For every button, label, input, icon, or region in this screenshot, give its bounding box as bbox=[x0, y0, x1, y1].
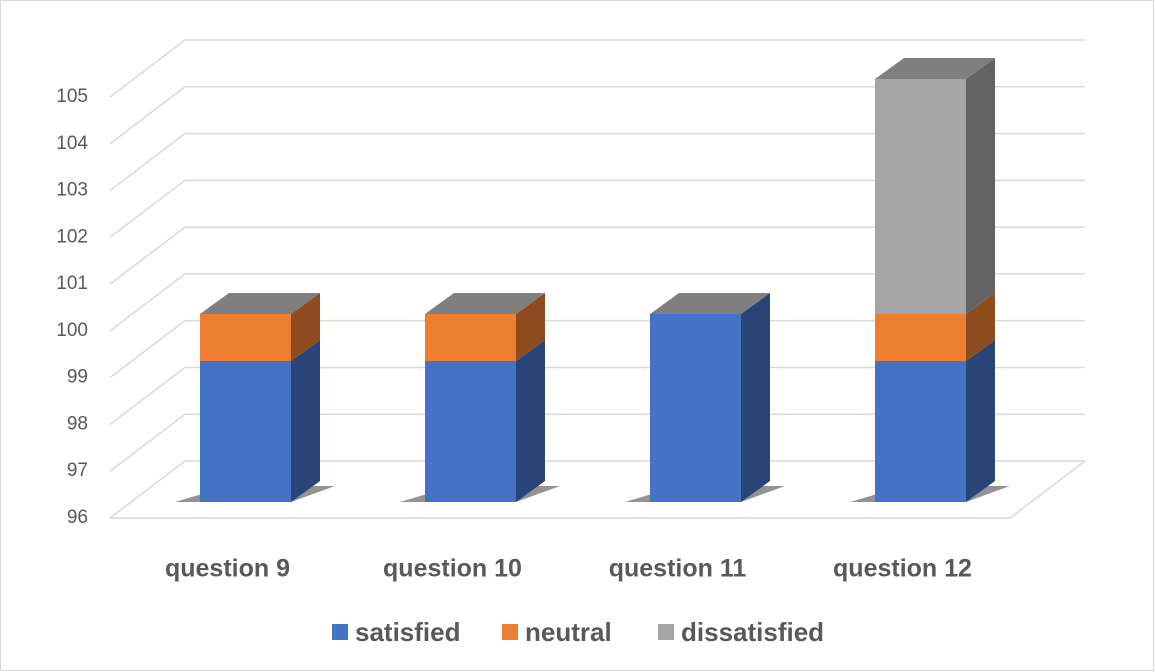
bar-front bbox=[875, 79, 966, 314]
y-tick-label: 103 bbox=[56, 180, 88, 201]
grid-line bbox=[109, 132, 1085, 192]
x-tick-label: question 10 bbox=[383, 555, 522, 583]
bar-side bbox=[966, 293, 995, 361]
grid-line bbox=[109, 86, 1085, 145]
y-tick-label: 101 bbox=[56, 273, 88, 294]
bar-segment bbox=[875, 293, 995, 361]
bar-front bbox=[425, 361, 516, 502]
y-tick-label: 102 bbox=[56, 226, 88, 247]
legend-swatch bbox=[332, 624, 348, 640]
bar-segment bbox=[650, 293, 770, 502]
bar-segment bbox=[875, 58, 995, 314]
bar-segment bbox=[875, 340, 995, 502]
grid-line bbox=[109, 39, 1085, 98]
y-tick-label: 100 bbox=[56, 320, 88, 341]
bar-segment bbox=[425, 340, 545, 502]
floor-edge bbox=[110, 460, 1086, 519]
bar-side bbox=[966, 58, 995, 314]
bar-side bbox=[291, 293, 320, 361]
bar-top bbox=[650, 293, 770, 314]
bar-segment bbox=[425, 293, 545, 361]
bar-segment bbox=[200, 293, 320, 361]
y-tick-label: 99 bbox=[67, 367, 88, 388]
bar-side bbox=[291, 340, 320, 502]
legend-swatch bbox=[502, 624, 518, 640]
bar-side bbox=[741, 293, 770, 502]
bar-side bbox=[516, 340, 545, 502]
legend-label: dissatisfied bbox=[681, 617, 824, 647]
legend-label: neutral bbox=[525, 617, 612, 647]
grid-line bbox=[109, 273, 1085, 332]
grid-line bbox=[109, 366, 1085, 426]
legend-label: satisfied bbox=[355, 617, 461, 647]
grid-line bbox=[109, 460, 1085, 519]
bar-segment bbox=[200, 340, 320, 502]
grid-line bbox=[109, 319, 1085, 379]
x-tick-label: question 11 bbox=[609, 555, 747, 583]
grid-line bbox=[109, 179, 1085, 238]
bar-side bbox=[966, 340, 995, 502]
bar-front bbox=[650, 314, 741, 502]
y-tick-label: 105 bbox=[56, 86, 88, 107]
bar-top bbox=[200, 293, 320, 314]
y-tick-label: 96 bbox=[67, 507, 88, 528]
bar-front bbox=[875, 361, 966, 502]
bar-side bbox=[516, 293, 545, 361]
x-tick-label: question 9 bbox=[165, 555, 290, 583]
bar-front bbox=[200, 314, 291, 361]
bar-front bbox=[875, 314, 966, 361]
bar-front bbox=[200, 361, 291, 502]
legend-swatch bbox=[658, 624, 674, 640]
y-tick-label: 98 bbox=[67, 413, 88, 434]
x-tick-label: question 12 bbox=[833, 555, 972, 583]
bar-top bbox=[875, 58, 995, 79]
bar-top bbox=[425, 293, 545, 314]
y-tick-label: 97 bbox=[67, 460, 88, 481]
grid-line bbox=[109, 413, 1085, 472]
bar-front bbox=[425, 314, 516, 361]
grid-line bbox=[109, 226, 1085, 285]
y-tick-label: 104 bbox=[56, 133, 88, 154]
